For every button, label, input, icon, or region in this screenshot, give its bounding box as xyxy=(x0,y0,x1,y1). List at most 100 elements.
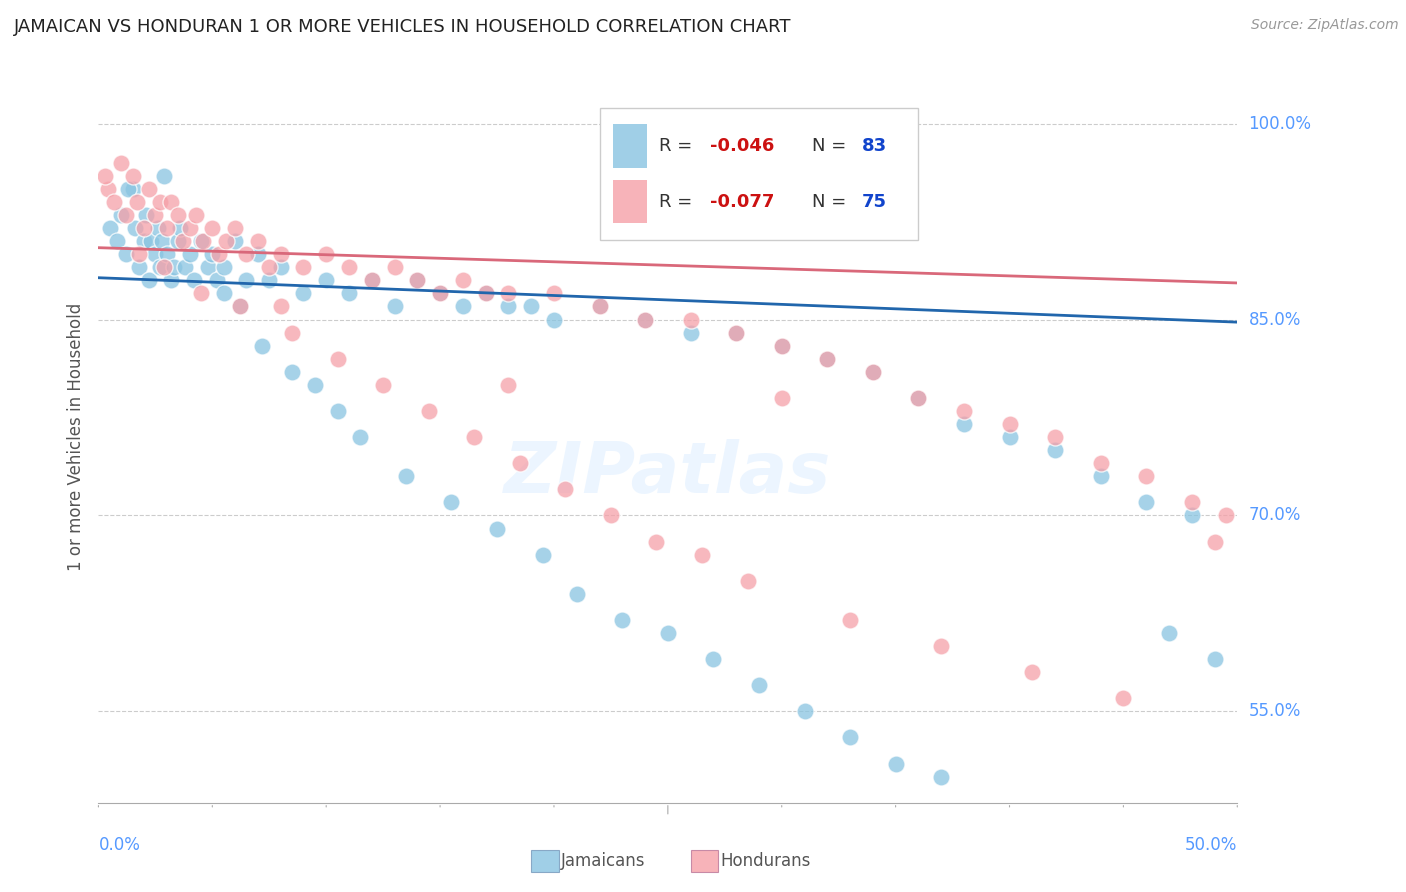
Point xyxy=(128,247,150,261)
Text: 100.0%: 100.0% xyxy=(1249,114,1312,133)
Point xyxy=(337,286,360,301)
Point xyxy=(440,495,463,509)
Point xyxy=(1090,456,1112,470)
Point xyxy=(612,613,634,627)
Text: N =: N = xyxy=(813,137,852,155)
Point xyxy=(815,351,838,366)
Point xyxy=(645,534,668,549)
Point xyxy=(543,312,565,326)
Point xyxy=(793,705,815,719)
Point xyxy=(384,260,406,275)
Point xyxy=(520,300,543,314)
Point xyxy=(679,326,702,340)
Point xyxy=(815,351,838,366)
Point xyxy=(190,234,212,248)
Point xyxy=(326,404,349,418)
Point xyxy=(418,404,440,418)
Point xyxy=(770,391,793,405)
Point xyxy=(953,417,976,431)
Point xyxy=(205,273,228,287)
Point xyxy=(1181,508,1204,523)
Text: 85.0%: 85.0% xyxy=(1249,310,1301,328)
Point xyxy=(395,469,418,483)
Text: ZIPatlas: ZIPatlas xyxy=(505,439,831,508)
Point xyxy=(862,365,884,379)
Point xyxy=(384,300,406,314)
Point xyxy=(292,260,315,275)
Point xyxy=(907,391,929,405)
Point xyxy=(1043,430,1066,444)
Point xyxy=(531,548,554,562)
Point xyxy=(1090,469,1112,483)
Point xyxy=(498,300,520,314)
Point xyxy=(998,417,1021,431)
Point xyxy=(132,234,155,248)
Point xyxy=(509,456,531,470)
Point xyxy=(498,377,520,392)
Point xyxy=(463,430,485,444)
Point xyxy=(110,155,132,169)
Point xyxy=(281,365,304,379)
Bar xyxy=(613,179,647,224)
Text: 70.0%: 70.0% xyxy=(1249,507,1301,524)
Point xyxy=(737,574,759,588)
Point xyxy=(127,194,149,209)
Point xyxy=(406,273,429,287)
Text: 55.0%: 55.0% xyxy=(1249,702,1301,721)
Point xyxy=(167,208,190,222)
Text: N =: N = xyxy=(813,193,852,211)
Point xyxy=(235,273,257,287)
Point xyxy=(156,221,179,235)
Point xyxy=(179,221,201,235)
Y-axis label: 1 or more Vehicles in Household: 1 or more Vehicles in Household xyxy=(66,303,84,571)
Point xyxy=(114,208,136,222)
Point xyxy=(150,234,173,248)
Point xyxy=(270,260,292,275)
Point xyxy=(839,613,862,627)
Bar xyxy=(690,850,718,872)
Point xyxy=(565,587,588,601)
Point xyxy=(201,221,224,235)
Point xyxy=(167,234,190,248)
Point xyxy=(770,339,793,353)
Point xyxy=(315,273,337,287)
Point xyxy=(451,273,474,287)
Point xyxy=(124,221,146,235)
Point xyxy=(1112,691,1135,706)
Point xyxy=(998,430,1021,444)
Point xyxy=(145,208,167,222)
Point xyxy=(748,678,770,692)
Point xyxy=(114,247,136,261)
Text: 0.0%: 0.0% xyxy=(98,836,141,854)
Point xyxy=(360,273,382,287)
Text: 83: 83 xyxy=(862,137,887,155)
Point xyxy=(160,273,183,287)
Point xyxy=(183,273,205,287)
Point xyxy=(270,300,292,314)
Point xyxy=(634,312,657,326)
Point xyxy=(228,300,250,314)
Point xyxy=(117,182,139,196)
Point xyxy=(186,208,208,222)
Point xyxy=(554,483,576,497)
Point xyxy=(259,273,281,287)
Point xyxy=(725,326,748,340)
Point xyxy=(953,404,976,418)
Text: R =: R = xyxy=(659,137,697,155)
Point xyxy=(1135,495,1157,509)
Point xyxy=(128,260,150,275)
Point xyxy=(224,234,246,248)
Point xyxy=(172,234,194,248)
Text: -0.046: -0.046 xyxy=(710,137,775,155)
Point xyxy=(1021,665,1043,680)
Point xyxy=(884,756,907,771)
Point xyxy=(149,260,172,275)
Point xyxy=(1215,508,1237,523)
Point xyxy=(179,247,201,261)
Bar xyxy=(613,124,647,168)
Point xyxy=(929,639,952,653)
Point xyxy=(1043,443,1066,458)
Point xyxy=(259,260,281,275)
Point xyxy=(169,221,191,235)
Point xyxy=(657,626,679,640)
